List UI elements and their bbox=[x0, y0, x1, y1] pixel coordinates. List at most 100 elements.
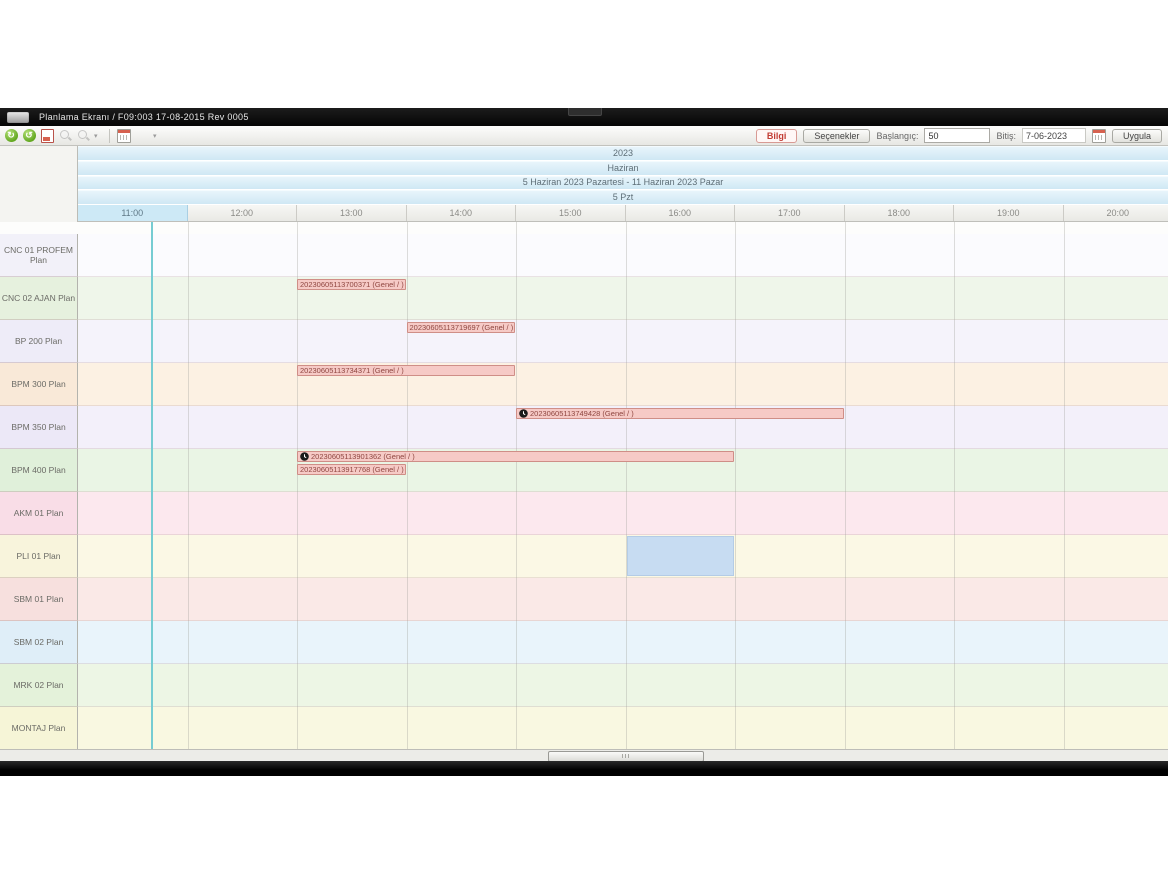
gantt-row[interactable] bbox=[78, 233, 1168, 277]
resource-row-label[interactable]: CNC 02 AJAN Plan bbox=[0, 276, 78, 320]
toolbar-controls: Bilgi Seçenekler Başlangıç: Bitiş: 7-06-… bbox=[755, 128, 1168, 143]
webcam-notch bbox=[568, 108, 602, 116]
gantt-row[interactable] bbox=[78, 706, 1168, 749]
hour-grid-line bbox=[406, 222, 408, 749]
selected-cell[interactable] bbox=[626, 535, 734, 576]
gantt-task-label: 20230605113917768 (Genel / ) bbox=[300, 465, 404, 474]
zoom-options-caret-icon[interactable]: ▾ bbox=[94, 132, 98, 140]
resource-row-label[interactable]: BPM 350 Plan bbox=[0, 405, 78, 449]
hour-grid-line bbox=[735, 222, 736, 749]
hour-grid-line bbox=[954, 222, 955, 749]
view-options-caret-icon[interactable]: ▾ bbox=[153, 132, 157, 140]
zoom-out-icon[interactable] bbox=[76, 129, 90, 143]
current-time-line bbox=[151, 222, 154, 749]
gantt-task-label: 20230605113719697 (Genel / ) bbox=[409, 323, 514, 332]
bottom-bezel bbox=[0, 761, 1168, 776]
hour-grid-line bbox=[625, 222, 627, 749]
toolbar-icon-group: ↻ ↺ ▾ ▾ bbox=[0, 128, 161, 143]
resource-row-label[interactable]: SBM 02 Plan bbox=[0, 620, 78, 664]
resource-row-label[interactable]: PLI 01 Plan bbox=[0, 534, 78, 578]
gantt-row[interactable] bbox=[78, 577, 1168, 621]
resource-row-label[interactable]: BPM 400 Plan bbox=[0, 448, 78, 492]
hour-grid-line bbox=[1063, 222, 1065, 749]
baslangic-label: Başlangıç: bbox=[876, 130, 919, 141]
hour-grid-line bbox=[516, 222, 517, 749]
day-band: 5 Pzt bbox=[78, 190, 1168, 205]
baslangic-input[interactable] bbox=[924, 128, 991, 143]
resource-row-label[interactable]: AKM 01 Plan bbox=[0, 491, 78, 535]
clock-icon bbox=[300, 452, 309, 461]
time-axis-hour: 18:00 bbox=[845, 205, 954, 221]
hour-grid-line bbox=[297, 222, 298, 749]
gantt-rows-area bbox=[78, 233, 1168, 749]
resource-row-label[interactable]: SBM 01 Plan bbox=[0, 577, 78, 621]
resource-row-label[interactable]: CNC 01 PROFEM Plan bbox=[0, 233, 78, 277]
hour-grid-line bbox=[844, 222, 846, 749]
calendar-header: 2023 Haziran 5 Haziran 2023 Pazartesi - … bbox=[78, 146, 1168, 205]
gantt-task-bar[interactable]: 20230605113917768 (Genel / ) bbox=[297, 464, 406, 475]
header-corner bbox=[0, 146, 78, 222]
gantt-row[interactable] bbox=[78, 276, 1168, 320]
refresh-icon[interactable]: ↻ bbox=[4, 129, 18, 143]
zoom-in-icon bbox=[59, 129, 72, 142]
secenekler-button[interactable]: Seçenekler bbox=[803, 128, 871, 143]
bitis-date-field[interactable]: 7-06-2023 bbox=[1021, 128, 1086, 143]
export-icon bbox=[40, 128, 54, 143]
app-logo bbox=[7, 111, 29, 123]
gantt-row[interactable] bbox=[78, 362, 1168, 406]
week-band: 5 Haziran 2023 Pazartesi - 11 Haziran 20… bbox=[78, 175, 1168, 191]
resource-row-label[interactable]: MRK 02 Plan bbox=[0, 663, 78, 707]
toolbar: ↻ ↺ ▾ ▾ Bilgi Seçenekler Başlangıç: Bitiş: … bbox=[0, 126, 1168, 146]
day-view-icon bbox=[117, 128, 131, 143]
time-axis-hour: 16:00 bbox=[626, 205, 735, 221]
zoom-out-icon bbox=[77, 129, 90, 142]
time-axis: 11:00 12:00 13:00 14:00 15:00 16:00 17:00 18:00… bbox=[78, 205, 1168, 222]
refresh-icon: ↻ bbox=[4, 129, 18, 142]
gantt-task-bar[interactable]: 20230605113749428 (Genel / ) bbox=[516, 408, 844, 419]
gantt-task-bar[interactable]: 20230605113901362 (Genel / ) bbox=[297, 451, 734, 462]
clock-icon bbox=[519, 409, 528, 418]
month-band: Haziran bbox=[78, 160, 1168, 176]
gantt-row[interactable] bbox=[78, 663, 1168, 707]
gantt-row[interactable] bbox=[78, 620, 1168, 664]
time-axis-hour: 12:00 bbox=[188, 205, 297, 221]
gantt-grid: CNC 01 PROFEM Plan CNC 02 AJAN Plan BP 200… bbox=[0, 222, 1168, 749]
resource-row-label[interactable]: BPM 300 Plan bbox=[0, 362, 78, 406]
hour-grid-line bbox=[187, 222, 189, 749]
gantt-task-bar[interactable]: 20230605113734371 (Genel / ) bbox=[297, 365, 515, 376]
sync-icon[interactable]: ↺ bbox=[22, 129, 36, 143]
time-axis-hour: 17:00 bbox=[735, 205, 845, 221]
uygula-button[interactable]: Uygula bbox=[1111, 128, 1162, 143]
gantt-task-label: 20230605113700371 (Genel / ) bbox=[300, 280, 404, 289]
gantt-task-bar[interactable]: 20230605113700371 (Genel / ) bbox=[297, 279, 406, 290]
view-options-icon[interactable] bbox=[135, 129, 149, 143]
time-axis-hour: 13:00 bbox=[297, 205, 407, 221]
toolbar-separator bbox=[109, 128, 110, 143]
gantt-task-label: 20230605113901362 (Genel / ) bbox=[311, 452, 415, 461]
window-titlebar: Planlama Ekranı / F09:003 17-08-2015 Rev… bbox=[0, 108, 1168, 126]
gantt-task-label: 20230605113734371 (Genel / ) bbox=[300, 366, 404, 375]
day-view-icon[interactable] bbox=[117, 128, 131, 143]
time-axis-hour: 19:00 bbox=[954, 205, 1064, 221]
gantt-row[interactable] bbox=[78, 319, 1168, 363]
resource-row-label[interactable]: BP 200 Plan bbox=[0, 319, 78, 363]
sync-icon: ↺ bbox=[22, 129, 36, 142]
zoom-in-icon[interactable] bbox=[58, 129, 72, 143]
resource-row-label[interactable]: MONTAJ Plan bbox=[0, 706, 78, 749]
horizontal-scrollbar[interactable] bbox=[0, 749, 1168, 762]
gantt-row[interactable] bbox=[78, 491, 1168, 535]
bilgi-button[interactable]: Bilgi bbox=[755, 128, 798, 143]
bitis-label: Bitiş: bbox=[996, 130, 1016, 141]
year-band: 2023 bbox=[78, 146, 1168, 161]
export-icon[interactable] bbox=[40, 128, 54, 143]
date-picker-icon[interactable] bbox=[1091, 128, 1106, 143]
resource-label-column: CNC 01 PROFEM Plan CNC 02 AJAN Plan BP 200… bbox=[0, 233, 78, 749]
time-axis-hour: 14:00 bbox=[407, 205, 516, 221]
gantt-task-label: 20230605113749428 (Genel / ) bbox=[530, 409, 634, 418]
gantt-row[interactable] bbox=[78, 534, 1168, 578]
gantt-task-bar[interactable]: 20230605113719697 (Genel / ) bbox=[406, 322, 515, 333]
time-axis-hour: 11:00 bbox=[78, 205, 188, 221]
time-axis-hour: 15:00 bbox=[516, 205, 626, 221]
time-axis-hour: 20:00 bbox=[1064, 205, 1168, 221]
